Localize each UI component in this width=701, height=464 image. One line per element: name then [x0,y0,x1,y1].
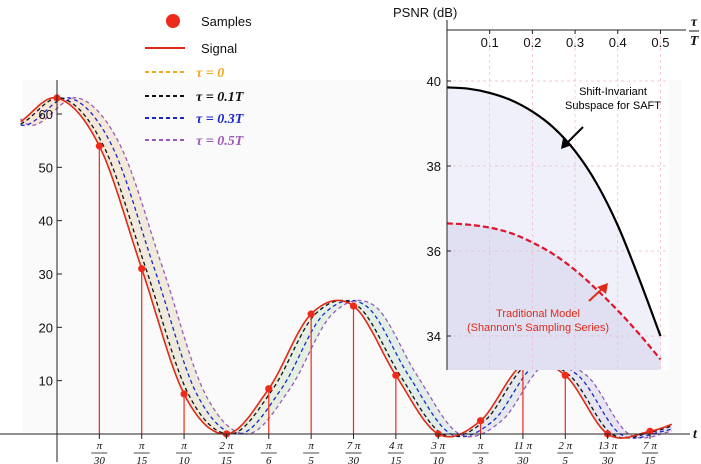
main-axes: t [0,80,698,462]
x-tick-numerator: 3 π [430,440,445,452]
legend-signal-label: Signal [201,41,237,56]
inset-y-tick-label: 34 [427,329,441,344]
y-tick-label: 40 [39,214,53,229]
annotation-ssa-line2: Subspace for SAFT [565,100,661,112]
inset-x-tick-label: 0.5 [651,35,669,50]
x-tick-denominator: 5 [563,455,569,464]
x-tick-numerator: 13 π [598,440,618,452]
x-tick-denominator: 5 [308,455,314,464]
legend: Samples Signal τ = 0 τ = 0.1T τ = 0.3T τ = 0.… [145,14,252,149]
inset-area-traditional [447,223,661,370]
sample-point [646,427,654,435]
x-tick-denominator: 30 [93,455,106,464]
x-tick-numerator: 2 π [220,440,234,452]
sample-point [561,371,569,379]
sample-point [95,142,103,150]
inset-x-tick-label: 0.3 [566,35,584,50]
x-tick-denominator: 3 [477,455,484,464]
x-tick-numerator: 11 π [514,440,533,452]
x-tick-numerator: π [181,440,187,452]
x-tick-denominator: 30 [516,455,529,464]
annotation-trad-line2: (Shannon's Sampling Series) [467,322,609,334]
x-tick-numerator: 7 π [347,440,361,452]
x-tick-denominator: 30 [601,455,614,464]
tau-0.1T-curve [20,97,673,439]
sample-point [180,390,188,398]
x-tick-numerator: 2 π [558,440,572,452]
y-tick-label: 30 [39,267,53,282]
sample-point [349,302,358,310]
annotation-ssa-line1: Shift-Invariant [579,86,647,98]
x-axis-label: t [693,427,698,442]
x-tick-numerator: 4 π [389,440,403,452]
inset-line-traditional [446,222,662,361]
x-tick-denominator: 6 [266,455,272,464]
inset-y-axis-label: PSNR (dB) [393,5,457,20]
x-tick-denominator: 15 [221,455,233,464]
inset-y-tick-label: 40 [427,74,441,89]
x-tick-denominator: 15 [390,455,402,464]
sample-point [392,371,400,379]
inset-y-tick-label: 36 [427,244,441,259]
x-ticks: π 30 π 15 π 10 2 π 15 π 6 π 5 7 π 30 4 π 15 3 π 10 π 3 11 π 3… [91,434,658,464]
legend-samples-label: Samples [201,14,252,29]
y-tick-label: 50 [39,160,53,175]
shift-bands [20,97,672,439]
x-tick-denominator: 15 [645,455,657,464]
y-tick-label: 60 [39,107,53,122]
legend-label-3: τ = 0.1T [196,90,245,105]
inset-x-axis-label-den: T [690,34,700,49]
x-tick-numerator: π [308,440,314,452]
x-tick-numerator: 7 π [643,440,657,452]
inset-x-tick-label: 0.1 [481,35,499,50]
inset-x-tick-label: 0.4 [609,35,627,50]
legend-samples-marker [166,14,180,28]
x-tick-denominator: 15 [136,455,148,464]
y-tick-label: 10 [39,374,53,389]
annotation-trad-arrowhead [597,283,608,294]
sample-point [307,310,315,318]
annotation-ssa-arrowhead [561,138,572,149]
annotation-trad-arrow [588,287,604,302]
legend-label-5: τ = 0.5T [196,134,245,149]
x-tick-denominator: 10 [179,455,191,464]
inset-x-tick-label: 0.2 [523,35,541,50]
annotation-ssa-arrow [565,126,584,145]
x-tick-denominator: 30 [347,455,360,464]
x-tick-numerator: π [139,440,145,452]
sample-point [265,385,273,393]
y-tick-label: 20 [39,320,53,335]
x-tick-numerator: π [266,440,272,452]
inset-line-ssa [446,86,662,337]
y-ticks: 10 20 30 40 50 60 [39,107,62,389]
legend-label-4: τ = 0.3T [196,112,245,127]
x-tick-numerator: π [97,440,103,452]
inset-y-tick-label: 38 [427,159,441,174]
annotation-trad-line1: Traditional Model [496,308,580,320]
sample-point [476,417,485,425]
legend-label-2: τ = 0 [196,66,224,81]
inset-x-axis-label-num: τ [691,15,698,30]
inset-plot: 0.1 0.2 0.3 0.4 0.5 34 36 38 40 PSNR (dB) τT Shift-… [393,5,700,371]
sample-stems [53,94,654,438]
x-tick-denominator: 10 [433,455,445,464]
sample-point [138,265,146,273]
shift-band [20,97,672,439]
x-tick-numerator: π [478,440,484,452]
